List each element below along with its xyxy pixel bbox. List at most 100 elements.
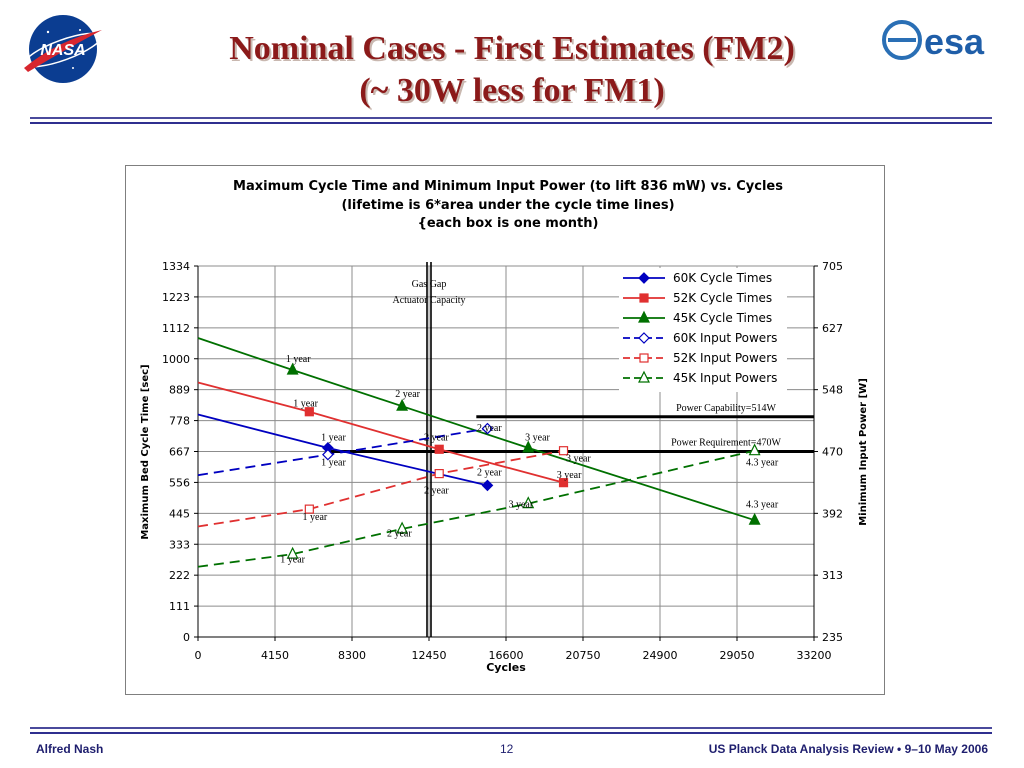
- footer-author: Alfred Nash: [36, 742, 104, 756]
- footer-rule-1: [30, 727, 992, 729]
- chart-subtitle: (lifetime is 6*area under the cycle time…: [341, 198, 674, 213]
- chart: Maximum Cycle Time and Minimum Input Pow…: [140, 179, 869, 674]
- legend-label: 52K Input Powers: [673, 351, 777, 365]
- y2-axis-label: Minimum Input Power [W]: [858, 378, 869, 526]
- x-tick-label: 20750: [566, 649, 601, 662]
- annotation-label: 1 year: [321, 458, 346, 469]
- y2-tick-label: 548: [822, 384, 843, 397]
- header-rule-1: [30, 117, 992, 119]
- series-marker: [396, 521, 409, 534]
- annotation-label: 1 year: [303, 512, 328, 523]
- series-marker: [522, 440, 535, 453]
- series-line: [197, 449, 564, 528]
- series-line: [197, 381, 564, 484]
- series-marker: [638, 332, 650, 344]
- y-tick-label: 222: [169, 569, 190, 582]
- x-tick-label: 8300: [338, 649, 366, 662]
- chart-legend: 60K Cycle Times 52K Cycle Times 45K Cycle …: [619, 268, 787, 392]
- y-tick-label: 445: [169, 507, 190, 520]
- series-marker: [638, 310, 650, 323]
- legend-box: [619, 268, 787, 392]
- annotation-label: 3 year: [508, 499, 533, 510]
- series-marker: [522, 496, 535, 509]
- y2-tick-label: 313: [822, 569, 843, 582]
- nasa-logo: NASA: [24, 15, 102, 83]
- x-tick-label: 33200: [797, 649, 832, 662]
- footer-event: US Planck Data Analysis Review • 9–10 Ma…: [708, 742, 988, 756]
- series-marker: [322, 448, 334, 461]
- chart-title: Maximum Cycle Time and Minimum Input Pow…: [233, 179, 783, 194]
- series-marker: [558, 446, 569, 456]
- legend-label: 60K Input Powers: [673, 331, 777, 345]
- y-tick-label: 0: [183, 631, 190, 644]
- legend-label: 52K Cycle Times: [673, 291, 772, 305]
- x-tick-label: 4150: [261, 649, 289, 662]
- series-marker: [481, 479, 494, 492]
- chart-frame: Maximum Cycle Time and Minimum Input Pow…: [125, 165, 885, 695]
- annotation-label: 1 year: [286, 354, 311, 365]
- y2-tick-label: 627: [822, 322, 843, 335]
- esa-logo: esa: [882, 20, 985, 62]
- x-tick-label: 16600: [489, 649, 524, 662]
- series-marker: [639, 293, 649, 303]
- annotation-label: 3 year: [557, 470, 582, 481]
- x-tick-label: 24900: [643, 649, 678, 662]
- y-tick-label: 556: [169, 476, 190, 489]
- footer-rule-2: [30, 732, 992, 734]
- y-tick-label: 1223: [162, 291, 190, 304]
- series-marker: [286, 362, 299, 375]
- legend-label: 60K Cycle Times: [673, 271, 772, 285]
- series-marker: [304, 504, 314, 514]
- annotation-label: 1 year: [321, 432, 346, 443]
- annotation-label: 1 year: [280, 555, 305, 566]
- y-tick-label: 778: [169, 415, 190, 428]
- x-tick-label: 12450: [412, 649, 447, 662]
- y-tick-label: 1000: [162, 353, 190, 366]
- annotation-label: 2 year: [424, 432, 449, 443]
- header-rule-2: [30, 122, 992, 124]
- footer-page-number: 12: [500, 742, 514, 756]
- slide-title-line2: (~ 30W less for FM1): [359, 72, 665, 109]
- y-tick-label: 889: [169, 384, 190, 397]
- series-marker: [748, 443, 761, 456]
- series-marker: [434, 444, 444, 454]
- gas-gap-label: Gas Gap: [412, 279, 447, 290]
- y-tick-label: 667: [169, 446, 190, 459]
- annotation-label: 3 year: [525, 432, 550, 443]
- reference-line-label: Power Requirement=470W: [671, 438, 781, 449]
- y-tick-label: 111: [169, 600, 190, 613]
- series-marker: [286, 546, 299, 559]
- y-tick-label: 1112: [162, 322, 190, 335]
- annotation-label: 2 year: [424, 485, 449, 496]
- legend-label: 45K Input Powers: [673, 371, 777, 385]
- series-marker: [638, 370, 650, 383]
- y2-tick-label: 705: [822, 260, 843, 273]
- annotation-label: 4.3 year: [746, 458, 779, 469]
- slide-title: Nominal Cases - First Estimates (FM2) (~…: [150, 28, 874, 112]
- legend-label: 45K Cycle Times: [673, 311, 772, 325]
- series-marker: [434, 469, 444, 479]
- gas-gap-label: Actuator Capacity: [392, 295, 465, 306]
- series-marker: [558, 478, 569, 488]
- chart-subtitle-2: {each box is one month): [418, 216, 599, 231]
- annotation-label: 1 year: [293, 398, 318, 409]
- x-tick-label: 29050: [720, 649, 755, 662]
- annotation-label: 3 year: [566, 453, 591, 464]
- series-marker: [304, 407, 314, 417]
- annotation-label: 2 year: [387, 529, 412, 540]
- series-marker: [748, 512, 761, 525]
- x-axis-label: Cycles: [486, 661, 526, 674]
- series-marker: [481, 422, 494, 435]
- slide-title-line1: Nominal Cases - First Estimates (FM2): [229, 30, 795, 67]
- reference-line-label: Power Capability=514W: [676, 403, 776, 414]
- annotation-label: 2 year: [477, 423, 502, 434]
- y-axis-label: Maximum Bed Cycle Time [sec]: [140, 364, 151, 539]
- nasa-logo-text: NASA: [40, 42, 85, 59]
- series-marker: [638, 272, 650, 284]
- y-tick-label: 333: [169, 538, 190, 551]
- series-marker: [396, 398, 409, 411]
- esa-logo-text: esa: [924, 21, 985, 62]
- annotation-label: 2 year: [477, 467, 502, 478]
- annotation-label: 2 year: [395, 389, 420, 400]
- y2-tick-label: 470: [822, 446, 843, 459]
